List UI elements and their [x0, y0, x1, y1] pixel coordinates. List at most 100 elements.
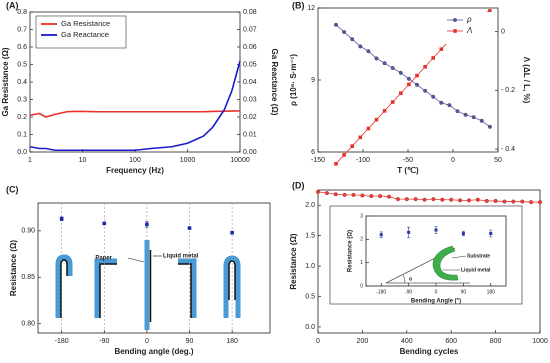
- legend-label: Λ: [466, 26, 472, 35]
- annotation: Liquid metal: [461, 267, 491, 273]
- y-tick-label: 0: [360, 283, 363, 289]
- marker: [350, 144, 354, 148]
- x-tick-label: -180: [55, 338, 69, 345]
- marker: [413, 197, 418, 202]
- x-tick-label: 0: [145, 338, 149, 345]
- marker: [471, 115, 476, 120]
- y2-tick-label: 0.08: [243, 9, 257, 16]
- marker: [502, 199, 507, 204]
- marker: [398, 70, 403, 75]
- x-tick-label: 100: [129, 157, 141, 164]
- plot-frame: [37, 202, 271, 334]
- x-tick-label: 10: [79, 157, 87, 164]
- y-tick-label: 0.5: [17, 61, 27, 68]
- marker: [423, 88, 428, 93]
- marker: [382, 109, 387, 113]
- x-tick-label: 200: [357, 338, 369, 345]
- marker: [493, 198, 498, 203]
- y2-tick-label: 0.04: [243, 79, 257, 86]
- x-tick-label: 50: [494, 157, 502, 164]
- x-tick-label: -150: [311, 157, 325, 164]
- bending-icons: [55, 240, 241, 330]
- y-tick-label: 0.1: [17, 131, 27, 138]
- marker: [431, 94, 436, 99]
- x-tick-label: 180: [487, 289, 496, 295]
- y-axis-label: ρ (10⁶· S·m⁻¹): [289, 54, 298, 106]
- x-tick-label: 90: [186, 338, 194, 345]
- x-axis-label: T (℃): [397, 166, 419, 175]
- y-tick-label: 0.90: [21, 228, 35, 235]
- y-axis-label: Resistance (Ω): [9, 240, 18, 297]
- y-tick-label: 0.8: [17, 9, 27, 16]
- marker: [358, 135, 363, 140]
- marker: [230, 230, 234, 235]
- y-tick-label: 1.0: [305, 263, 315, 270]
- marker: [458, 198, 463, 203]
- y-tick-label: 3: [360, 213, 363, 219]
- inset-frame: [329, 205, 523, 305]
- y-tick-label: 0.0: [305, 324, 315, 331]
- y2-tick-label: 0.05: [243, 61, 257, 68]
- legend-label: Ga Reactance: [61, 30, 109, 39]
- x-axis-label: Frequency (Hz): [106, 166, 164, 175]
- y2-tick-label: 0.00: [243, 149, 257, 156]
- marker: [466, 198, 471, 203]
- marker: [453, 18, 458, 23]
- panel-label: (C): [6, 184, 19, 194]
- marker: [102, 221, 107, 226]
- y-tick-label: 0.5: [305, 293, 315, 300]
- marker: [145, 222, 149, 227]
- annotation: Substrate: [467, 253, 490, 259]
- marker: [379, 233, 383, 237]
- marker: [434, 228, 438, 232]
- y-tick-label: 0.2: [17, 114, 27, 121]
- marker: [439, 47, 444, 51]
- marker: [378, 194, 383, 199]
- y-tick-label: 12: [307, 5, 315, 12]
- y-tick-label: 0.3: [17, 96, 27, 103]
- y-axis-label: Resistance (Ω): [289, 233, 298, 290]
- y-tick-label: 2: [360, 237, 363, 243]
- marker: [440, 197, 445, 202]
- x-tick-label: 0: [316, 338, 320, 345]
- marker: [529, 200, 534, 205]
- y2-tick-label: 0.03: [243, 96, 257, 103]
- x-tick-label: -100: [356, 157, 370, 164]
- marker: [351, 192, 356, 197]
- y2-tick-label: 0.02: [243, 114, 257, 121]
- marker: [487, 124, 492, 129]
- marker: [431, 197, 436, 202]
- x-tick-label: -90: [99, 338, 109, 345]
- marker: [369, 194, 374, 199]
- marker: [390, 65, 395, 70]
- y-tick-label: 6: [311, 149, 315, 156]
- marker: [520, 199, 525, 204]
- y-tick-label: 2.0: [305, 202, 315, 209]
- marker: [316, 189, 321, 194]
- marker: [374, 117, 379, 122]
- legend-label: Ga Resistance: [61, 19, 110, 28]
- marker: [334, 161, 338, 166]
- marker: [374, 56, 379, 61]
- marker: [422, 197, 427, 202]
- marker: [350, 37, 355, 42]
- marker: [447, 103, 452, 108]
- x-tick-label: 0: [435, 289, 438, 295]
- x-tick-label: -50: [403, 157, 413, 164]
- panel-label: (D): [292, 180, 305, 190]
- marker: [475, 197, 480, 202]
- plot-frame: [317, 189, 541, 334]
- legend-label: ρ: [466, 15, 472, 24]
- series-line: [29, 110, 241, 118]
- marker: [463, 112, 468, 117]
- y-tick-label: 1: [360, 260, 363, 266]
- x-tick-label: 400: [401, 338, 413, 345]
- marker: [387, 194, 392, 199]
- panel-label: (A): [6, 0, 19, 10]
- marker: [59, 216, 64, 221]
- y2-tick-label: - 0.4: [501, 146, 515, 153]
- marker: [382, 61, 387, 66]
- y-tick-label: 0.85: [21, 274, 35, 281]
- y-tick-label: 0.0: [17, 149, 27, 156]
